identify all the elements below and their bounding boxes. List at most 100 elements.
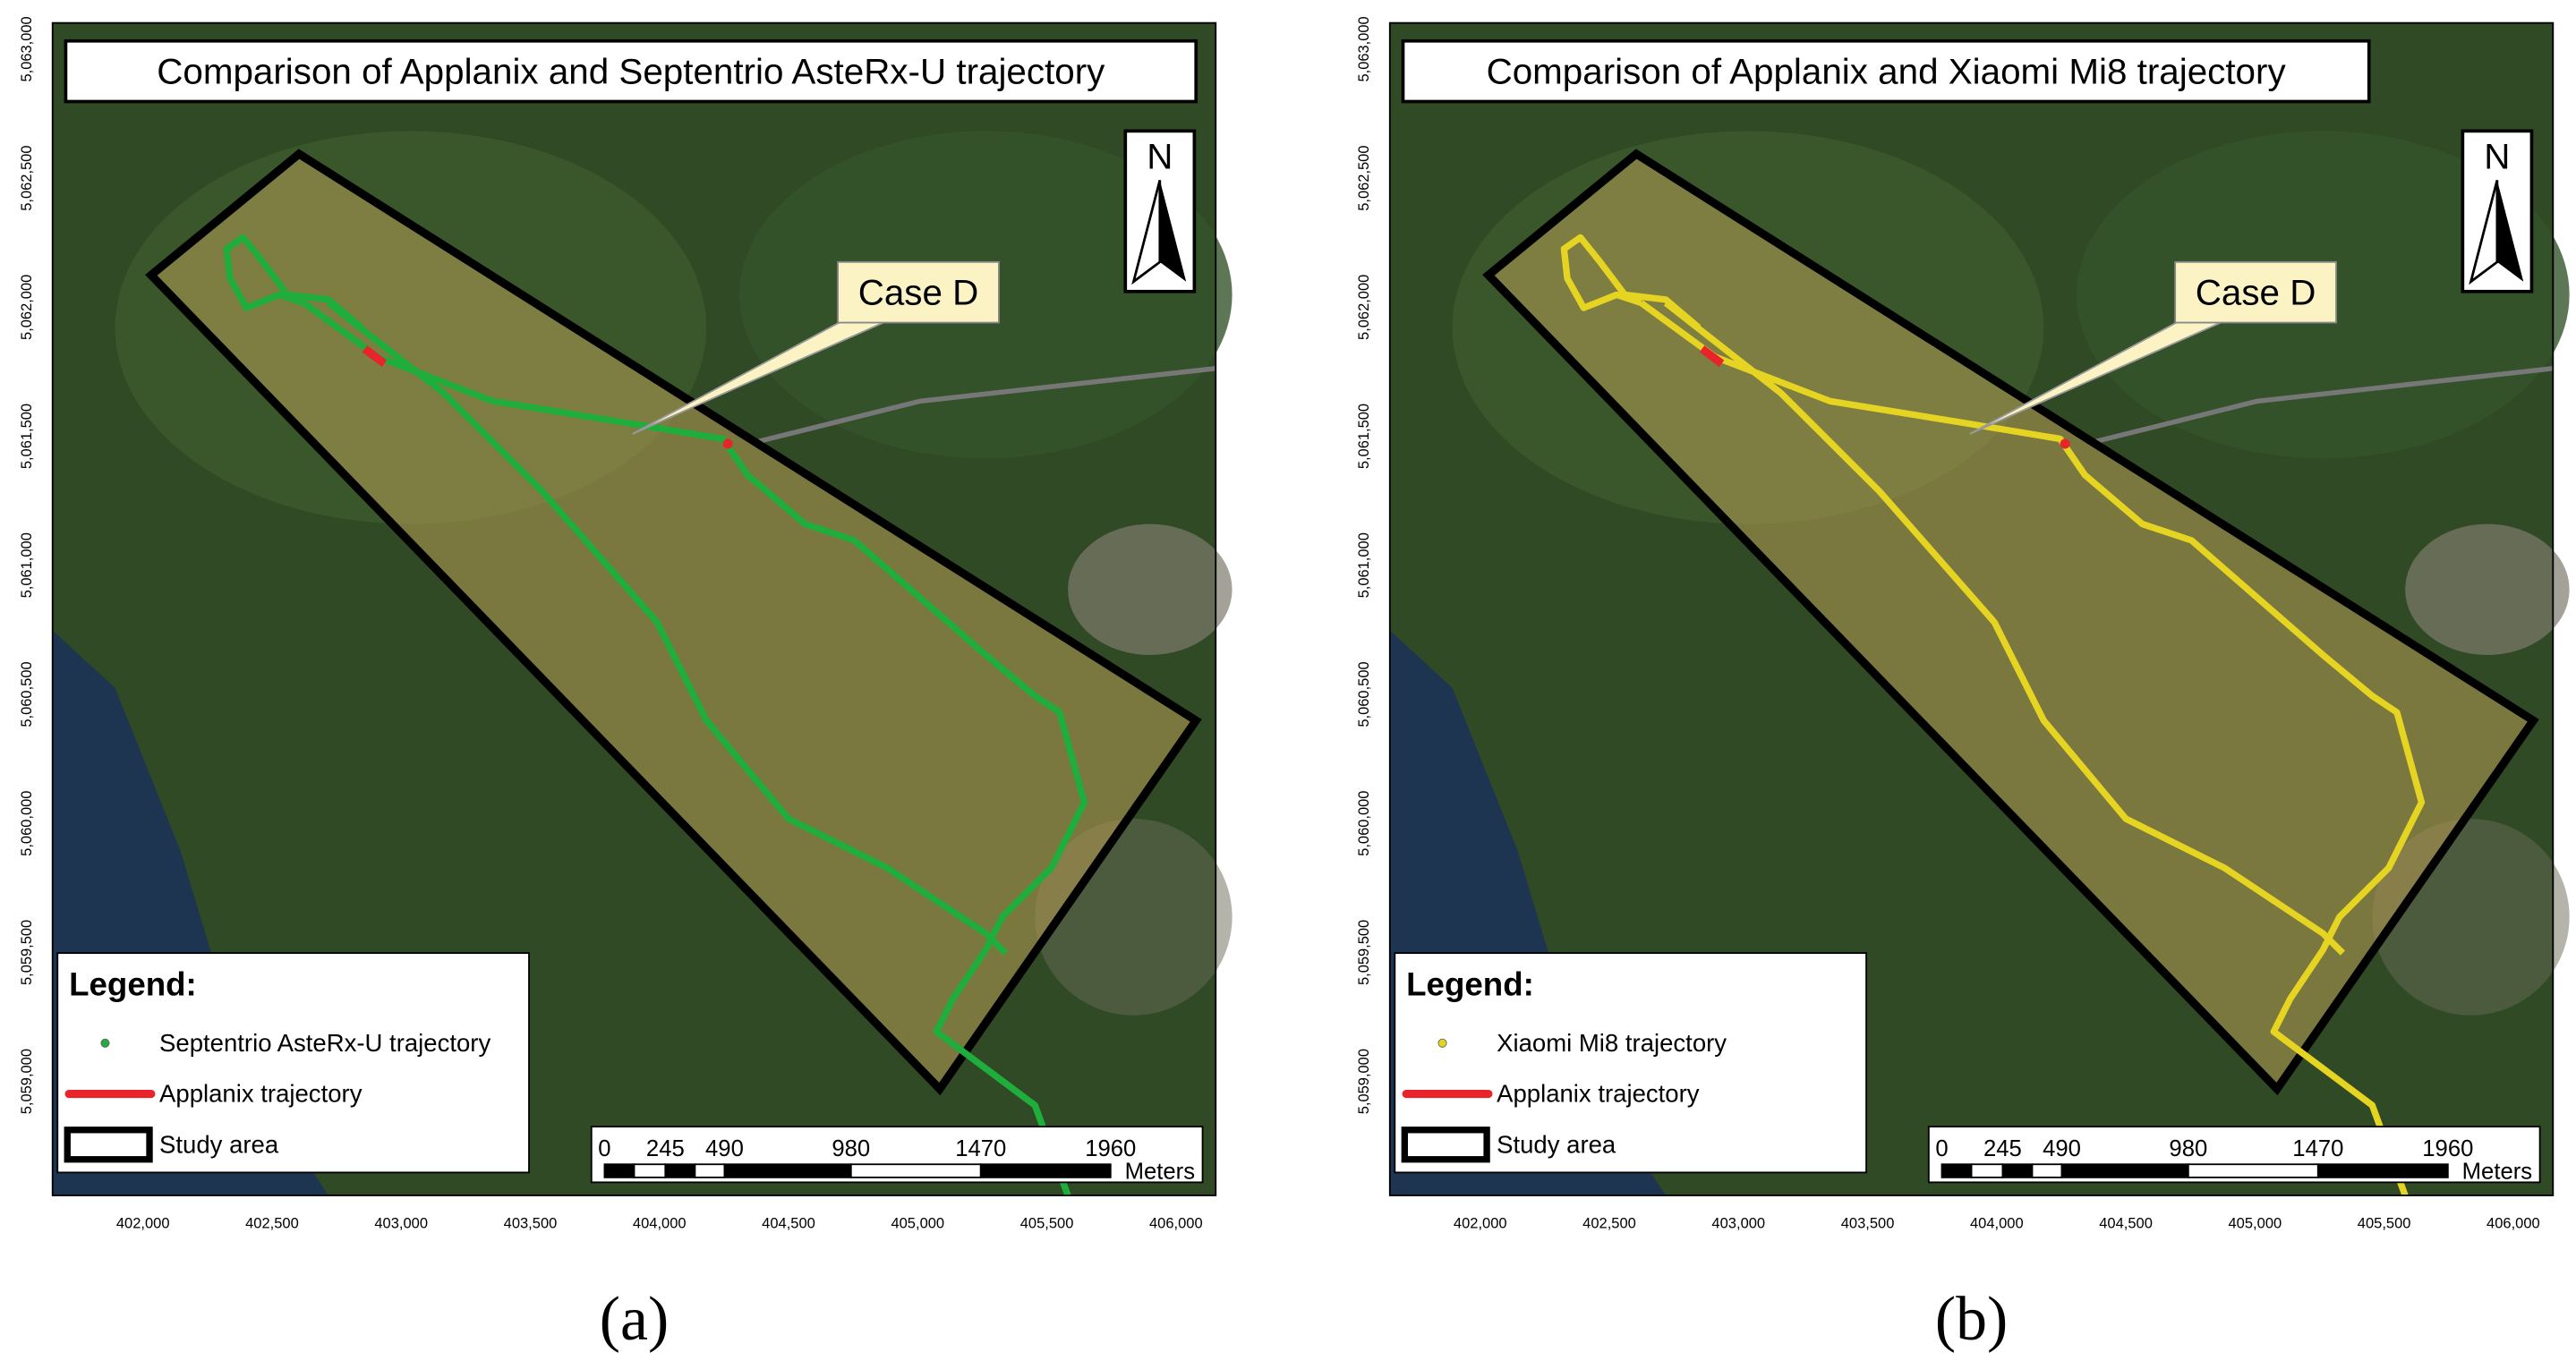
scale-unit: Meters xyxy=(2462,1160,2532,1185)
y-tick-label: 5,062,000 xyxy=(1356,275,1372,340)
x-tick-label: 404,000 xyxy=(633,1216,687,1232)
y-tick-label: 5,060,000 xyxy=(1356,791,1372,856)
scale-segment xyxy=(1970,1163,2004,1178)
y-tick-label: 5,062,000 xyxy=(19,275,35,340)
scale-label: 1960 xyxy=(2422,1136,2473,1161)
applanix-point xyxy=(722,438,733,449)
x-tick-label: 402,000 xyxy=(116,1216,170,1232)
scale-segment xyxy=(2031,1163,2063,1178)
y-tick-label: 5,061,500 xyxy=(1356,404,1372,469)
caption: (b) xyxy=(1935,1285,2008,1354)
scale-segment xyxy=(849,1163,982,1178)
map-title: Comparison of Applanix and Septentrio As… xyxy=(157,50,1105,91)
scale-segment xyxy=(1941,1163,1973,1178)
legend-swatch xyxy=(64,1127,153,1163)
legend-label: Applanix trajectory xyxy=(1497,1080,1700,1108)
applanix-segment xyxy=(362,345,388,367)
x-tick-label: 403,500 xyxy=(504,1216,558,1232)
y-tick-label: 5,062,500 xyxy=(1356,146,1372,211)
scale-label: 980 xyxy=(832,1136,870,1161)
scale-segment xyxy=(2187,1163,2319,1178)
map-panel: Comparison of Applanix and Xiaomi Mi8 tr… xyxy=(1356,16,2570,1354)
callout-label: Case D xyxy=(2196,271,2316,312)
scale-label: 0 xyxy=(1935,1136,1948,1161)
x-tick-label: 405,000 xyxy=(2229,1216,2282,1232)
trajectory xyxy=(223,234,364,330)
study-area xyxy=(1482,149,2539,1096)
title-box xyxy=(1401,38,2371,104)
scale-label: 490 xyxy=(2043,1136,2081,1161)
scale-segment xyxy=(694,1163,726,1178)
north-label: N xyxy=(2484,136,2510,177)
y-tick-label: 5,063,000 xyxy=(19,16,35,81)
y-tick-label: 5,059,000 xyxy=(1356,1049,1372,1114)
legend-swatch xyxy=(1401,1127,1490,1163)
scale-unit: Meters xyxy=(1125,1160,1195,1185)
north-arrow xyxy=(1159,180,1187,282)
x-tick-label: 402,500 xyxy=(1582,1216,1636,1232)
y-tick-label: 5,060,500 xyxy=(1356,661,1372,727)
x-tick-label: 405,500 xyxy=(1020,1216,1074,1232)
legend-label: Study area xyxy=(1497,1130,1616,1158)
scale-segment xyxy=(2060,1163,2189,1178)
scale-segment xyxy=(2001,1163,2034,1178)
applanix-segment xyxy=(1699,345,1725,367)
study-area xyxy=(145,149,1202,1096)
scale-label: 245 xyxy=(1983,1136,2022,1161)
legend-heading: Legend: xyxy=(1406,966,1534,1003)
x-tick-label: 405,000 xyxy=(891,1216,944,1232)
legend-label: Study area xyxy=(159,1130,279,1158)
trajectory xyxy=(1663,300,2345,956)
scale-segment xyxy=(633,1163,667,1178)
x-tick-label: 405,500 xyxy=(2358,1216,2411,1232)
callout-box xyxy=(837,260,1000,324)
legend-box xyxy=(1394,952,1867,1174)
scale-label: 1470 xyxy=(2292,1136,2343,1161)
urban xyxy=(2405,523,2570,656)
trajectory xyxy=(1639,300,2426,1197)
x-tick-label: 402,000 xyxy=(1454,1216,1507,1232)
y-tick-label: 5,059,500 xyxy=(1356,920,1372,985)
x-tick-label: 403,000 xyxy=(374,1216,428,1232)
y-tick-label: 5,062,500 xyxy=(19,146,35,211)
trajectory xyxy=(302,300,1088,1197)
x-tick-label: 404,000 xyxy=(1970,1216,2024,1232)
scale-label: 0 xyxy=(598,1136,610,1161)
applanix-point xyxy=(2060,438,2070,449)
y-tick-label: 5,059,500 xyxy=(19,920,35,985)
trajectory xyxy=(1560,234,1702,330)
scale-segment xyxy=(723,1163,852,1178)
scale-label: 1470 xyxy=(955,1136,1006,1161)
caption: (a) xyxy=(600,1285,669,1354)
title-box xyxy=(64,38,1198,104)
callout-label: Case D xyxy=(858,271,979,312)
y-tick-label: 5,061,000 xyxy=(1356,532,1372,598)
x-tick-label: 404,500 xyxy=(762,1216,815,1232)
x-tick-label: 403,000 xyxy=(1711,1216,1765,1232)
map-frame xyxy=(51,21,1217,1196)
scale-label: 245 xyxy=(646,1136,685,1161)
x-tick-label: 406,000 xyxy=(1149,1216,1203,1232)
legend-label: Applanix trajectory xyxy=(159,1080,363,1108)
north-label: N xyxy=(1147,136,1173,177)
y-tick-label: 5,059,000 xyxy=(19,1049,35,1114)
y-tick-label: 5,061,500 xyxy=(19,404,35,469)
urban xyxy=(1068,523,1233,656)
scale-segment xyxy=(979,1163,1112,1178)
scale-label: 490 xyxy=(705,1136,744,1161)
x-tick-label: 403,500 xyxy=(1841,1216,1895,1232)
legend-swatch xyxy=(100,1038,110,1048)
y-tick-label: 5,063,000 xyxy=(1356,16,1372,81)
scale-segment xyxy=(603,1163,635,1178)
scale-segment xyxy=(2316,1163,2449,1178)
y-tick-label: 5,060,000 xyxy=(19,791,35,856)
trajectory xyxy=(326,300,1008,956)
map-title: Comparison of Applanix and Xiaomi Mi8 tr… xyxy=(1487,50,2287,91)
road xyxy=(2092,366,2554,445)
map-frame xyxy=(1388,21,2555,1196)
legend-heading: Legend: xyxy=(69,966,197,1003)
legend-box xyxy=(56,952,530,1174)
scale-label: 1960 xyxy=(1085,1136,1136,1161)
legend-swatch xyxy=(1437,1038,1447,1048)
